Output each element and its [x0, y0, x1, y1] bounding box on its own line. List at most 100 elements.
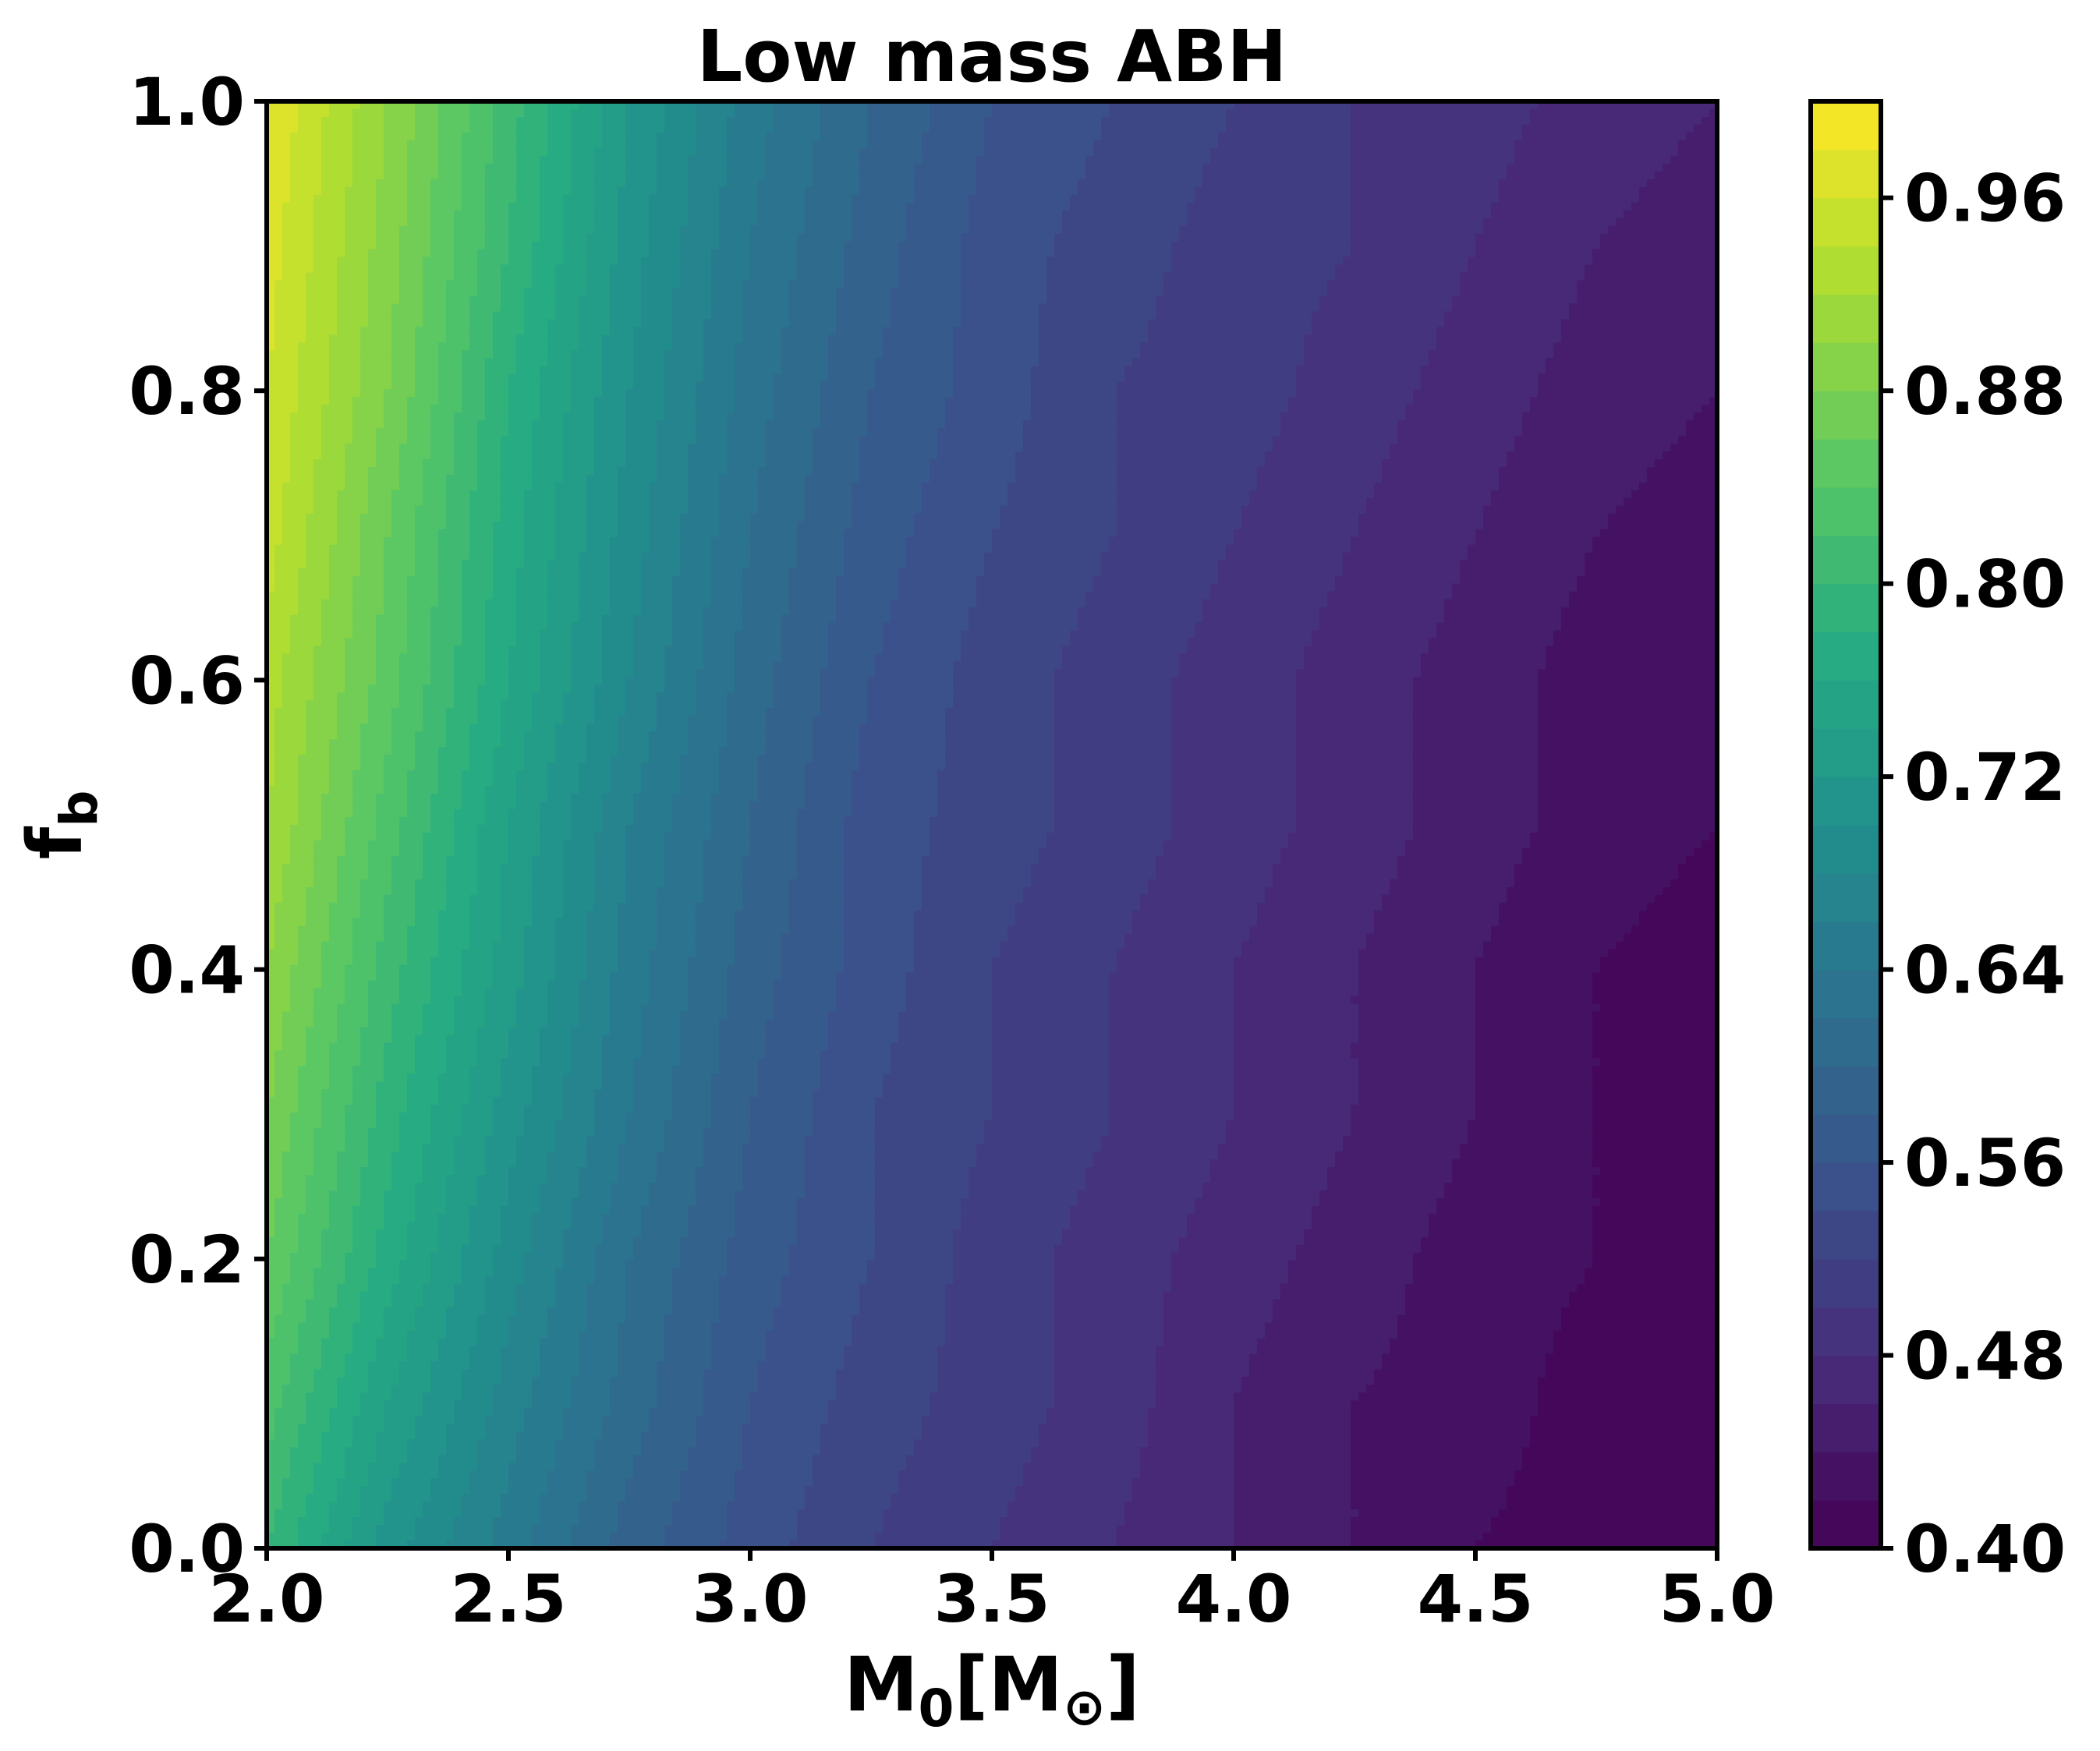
- contour-cell: [438, 825, 447, 833]
- contour-cell: [290, 265, 299, 274]
- contour-cell: [352, 739, 361, 748]
- contour-cell: [282, 148, 291, 157]
- contour-cell: [313, 607, 322, 616]
- contour-cell: [454, 1385, 462, 1393]
- contour-cell: [298, 366, 306, 374]
- contour-cell: [352, 1377, 361, 1385]
- contour-cell: [368, 389, 377, 398]
- contour-cell: [407, 607, 416, 616]
- contour-cell: [469, 770, 478, 779]
- contour-cell: [274, 529, 283, 538]
- contour-cell: [376, 1105, 384, 1113]
- contour-cell: [360, 1113, 369, 1121]
- contour-cell: [391, 794, 400, 802]
- contour-cell: [376, 295, 384, 304]
- contour-cell: [337, 195, 345, 203]
- contour-cell: [376, 1276, 384, 1285]
- contour-cell: [290, 436, 299, 444]
- contour-cell: [306, 140, 314, 149]
- contour-cell: [368, 1222, 377, 1230]
- contour-cell: [306, 661, 314, 670]
- contour-cell: [462, 475, 470, 483]
- contour-cell: [391, 950, 400, 958]
- contour-cell: [321, 887, 330, 896]
- contour-cell: [368, 117, 377, 126]
- contour-cell: [337, 1307, 345, 1316]
- contour-cell: [469, 405, 478, 413]
- contour-cell: [423, 218, 431, 227]
- contour-cell: [407, 731, 416, 740]
- contour-cell: [313, 444, 322, 452]
- contour-cell: [337, 234, 345, 242]
- contour-cell: [290, 708, 299, 716]
- contour-cell: [399, 864, 408, 872]
- contour-cell: [399, 692, 408, 701]
- contour-cell: [329, 950, 338, 958]
- contour-cell: [384, 1035, 392, 1043]
- contour-cell: [391, 1222, 400, 1230]
- contour-cell: [462, 295, 470, 304]
- contour-cell: [306, 483, 314, 491]
- contour-cell: [469, 257, 478, 266]
- contour-cell: [345, 1385, 353, 1393]
- contour-cell: [391, 218, 400, 227]
- contour-cell: [290, 218, 299, 227]
- contour-cell: [345, 203, 353, 211]
- contour-cell: [329, 334, 338, 343]
- contour-cell: [430, 117, 439, 126]
- contour-cell: [415, 864, 423, 872]
- contour-cell: [399, 918, 408, 927]
- contour-cell: [274, 1027, 283, 1035]
- contour-cell: [438, 288, 447, 296]
- contour-cell: [462, 989, 470, 997]
- contour-cell: [446, 770, 455, 779]
- contour-cell: [407, 1066, 416, 1074]
- contour-cell: [360, 420, 369, 429]
- contour-cell: [345, 1175, 353, 1183]
- contour-cell: [360, 1004, 369, 1013]
- contour-cell: [399, 498, 408, 507]
- contour-cell: [321, 723, 330, 732]
- contour-cell: [337, 288, 345, 296]
- contour-cell: [446, 623, 455, 631]
- contour-cell: [298, 1089, 306, 1098]
- contour-cell: [391, 684, 400, 693]
- contour-cell: [391, 203, 400, 211]
- contour-cell: [345, 490, 353, 499]
- contour-cell: [352, 140, 361, 149]
- contour-cell: [391, 1066, 400, 1074]
- contour-cell: [345, 1525, 353, 1533]
- contour-cell: [391, 1369, 400, 1378]
- contour-cell: [391, 1136, 400, 1144]
- contour-cell: [345, 140, 353, 149]
- contour-cell: [384, 1502, 392, 1510]
- contour-cell: [352, 926, 361, 935]
- contour-cell: [376, 1035, 384, 1043]
- contour-cell: [368, 1167, 377, 1176]
- contour-cell: [368, 1198, 377, 1207]
- contour-cell: [329, 1190, 338, 1199]
- contour-cell: [290, 1377, 299, 1385]
- contour-cell: [329, 669, 338, 677]
- contour-cell: [313, 234, 322, 242]
- contour-cell: [345, 692, 353, 701]
- contour-cell: [313, 498, 322, 507]
- contour-cell: [290, 1463, 299, 1471]
- contour-cell: [407, 848, 416, 857]
- contour-cell: [376, 1206, 384, 1215]
- contour-cell: [454, 1292, 462, 1300]
- contour-cell: [321, 1431, 330, 1440]
- contour-cell: [290, 1159, 299, 1168]
- contour-cell: [282, 1229, 291, 1238]
- contour-cell: [345, 1339, 353, 1347]
- contour-cell: [469, 879, 478, 888]
- contour-cell: [321, 490, 330, 499]
- contour-cell: [282, 1206, 291, 1215]
- contour-cell: [391, 475, 400, 483]
- contour-cell: [306, 506, 314, 515]
- contour-cell: [399, 723, 408, 732]
- contour-cell: [423, 1478, 431, 1487]
- contour-cell: [306, 281, 314, 289]
- contour-cell: [345, 1300, 353, 1308]
- contour-cell: [282, 1339, 291, 1347]
